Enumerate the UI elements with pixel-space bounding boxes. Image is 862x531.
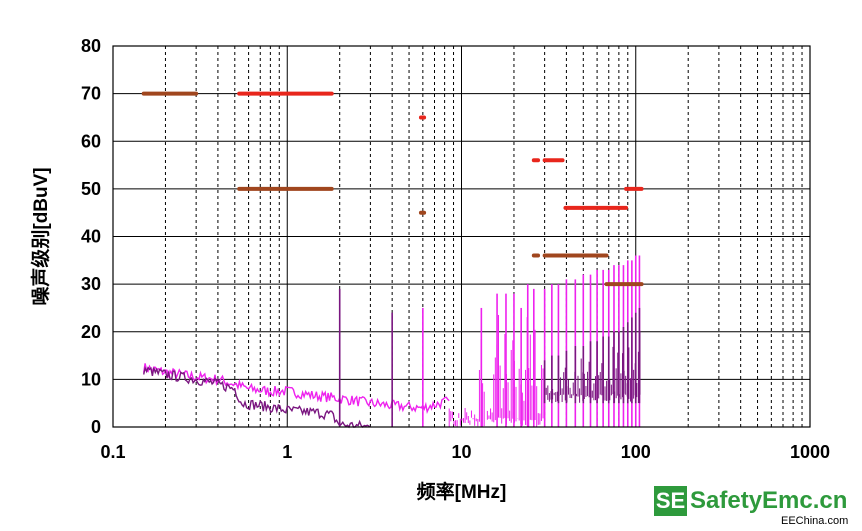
y-tick-label: 20 [81,322,101,342]
tick-labels: 0 10 20 30 40 50 60 70 80 0.1 1 10 100 1000 [81,36,830,462]
x-axis-title: 频率[MHz] [417,480,507,503]
y-tick-label: 60 [81,131,101,151]
series-layer [143,255,641,429]
y-tick-label: 30 [81,274,101,294]
y-tick-label: 10 [81,369,101,389]
watermark-subtitle: EEChina.com [781,515,849,527]
grid [112,45,810,428]
y-tick-label: 50 [81,179,101,199]
x-tick-label: 1000 [790,442,830,462]
y-tick-label: 70 [81,84,101,104]
x-tick-label: 10 [451,442,471,462]
x-tick-label: 0.1 [100,442,125,462]
y-tick-label: 0 [91,417,101,437]
y-tick-label: 80 [81,36,101,56]
y-tick-label: 40 [81,227,101,247]
x-tick-label: 1 [282,442,292,462]
limit-lines [141,91,644,287]
series-1-trace [143,363,450,414]
watermark-brand: SafetyEmc.cn [690,487,848,514]
watermark-badge: SE [654,486,687,516]
x-tick-label: 100 [621,442,651,462]
plot-frame [112,45,811,428]
series-2-trace [143,366,371,429]
y-axis-title: 噪声级别[dBuV] [29,167,52,305]
